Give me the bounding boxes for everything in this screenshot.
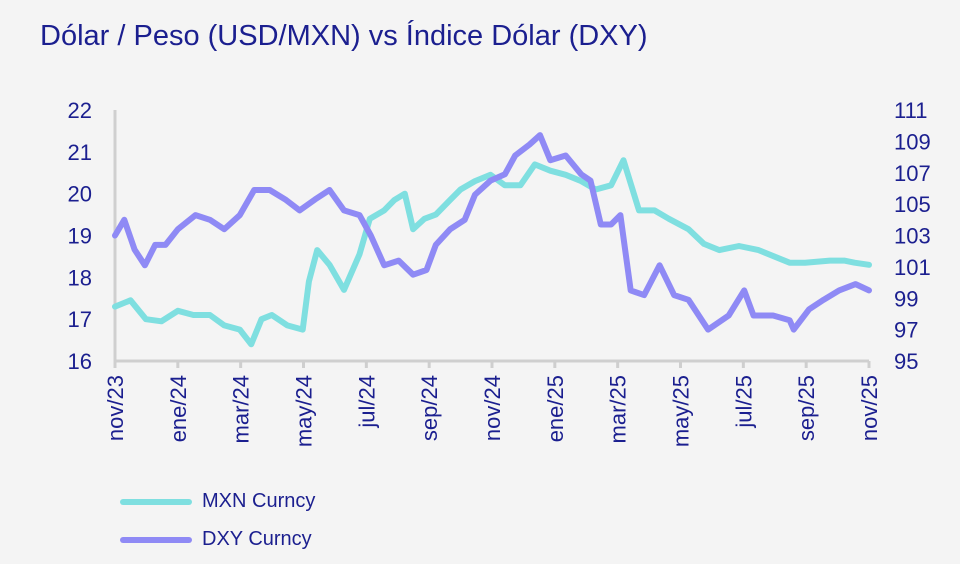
y-right-tick-label: 95 (894, 349, 918, 374)
y-right-tick-label: 101 (894, 255, 931, 280)
x-tick-label: nov/25 (857, 375, 882, 441)
y-left-tick-label: 17 (68, 307, 92, 332)
y-right-tick-label: 107 (894, 161, 931, 186)
y-right-tick-label: 111 (894, 98, 927, 123)
legend-item-dxy: DXY Curncy (120, 528, 312, 551)
x-tick-label: may/25 (669, 375, 694, 447)
y-left-tick-label: 22 (68, 98, 92, 123)
legend-swatch-mxn (120, 498, 192, 505)
y-right-tick-label: 109 (894, 129, 931, 154)
y-left-tick-label: 20 (68, 182, 92, 207)
x-tick-label: sep/24 (417, 375, 442, 441)
x-tick-label: ene/25 (543, 375, 568, 442)
y-right-tick-label: 97 (894, 318, 918, 343)
x-tick-label: may/24 (292, 375, 317, 447)
series-line-mxn (112, 157, 872, 348)
legend-label-dxy: DXY Curncy (202, 528, 312, 550)
x-tick-label: nov/24 (480, 375, 505, 441)
y-right-tick-label: 105 (894, 192, 931, 217)
x-tick-label: sep/25 (794, 375, 819, 441)
y-left-tick-label: 16 (68, 349, 92, 374)
y-left-tick-label: 21 (68, 140, 92, 165)
y-left-tick-label: 18 (68, 265, 92, 290)
x-tick-label: ene/24 (166, 375, 191, 442)
y-right-tick-label: 99 (894, 286, 918, 311)
legend-swatch-dxy (120, 536, 192, 543)
y-left-tick-label: 19 (68, 224, 92, 249)
chart-title: Dólar / Peso (USD/MXN) vs Índice Dólar (… (40, 20, 648, 52)
x-tick-label: mar/25 (606, 375, 631, 443)
legend-item-mxn: MXN Curncy (120, 490, 315, 513)
x-tick-label: jul/25 (731, 375, 756, 429)
x-tick-label: nov/23 (103, 375, 128, 441)
x-tick-label: jul/24 (354, 375, 379, 429)
legend-label-mxn: MXN Curncy (202, 490, 316, 512)
y-right-tick-label: 103 (894, 224, 931, 249)
x-tick-label: mar/24 (229, 375, 254, 443)
series-line-dxy (112, 132, 872, 333)
